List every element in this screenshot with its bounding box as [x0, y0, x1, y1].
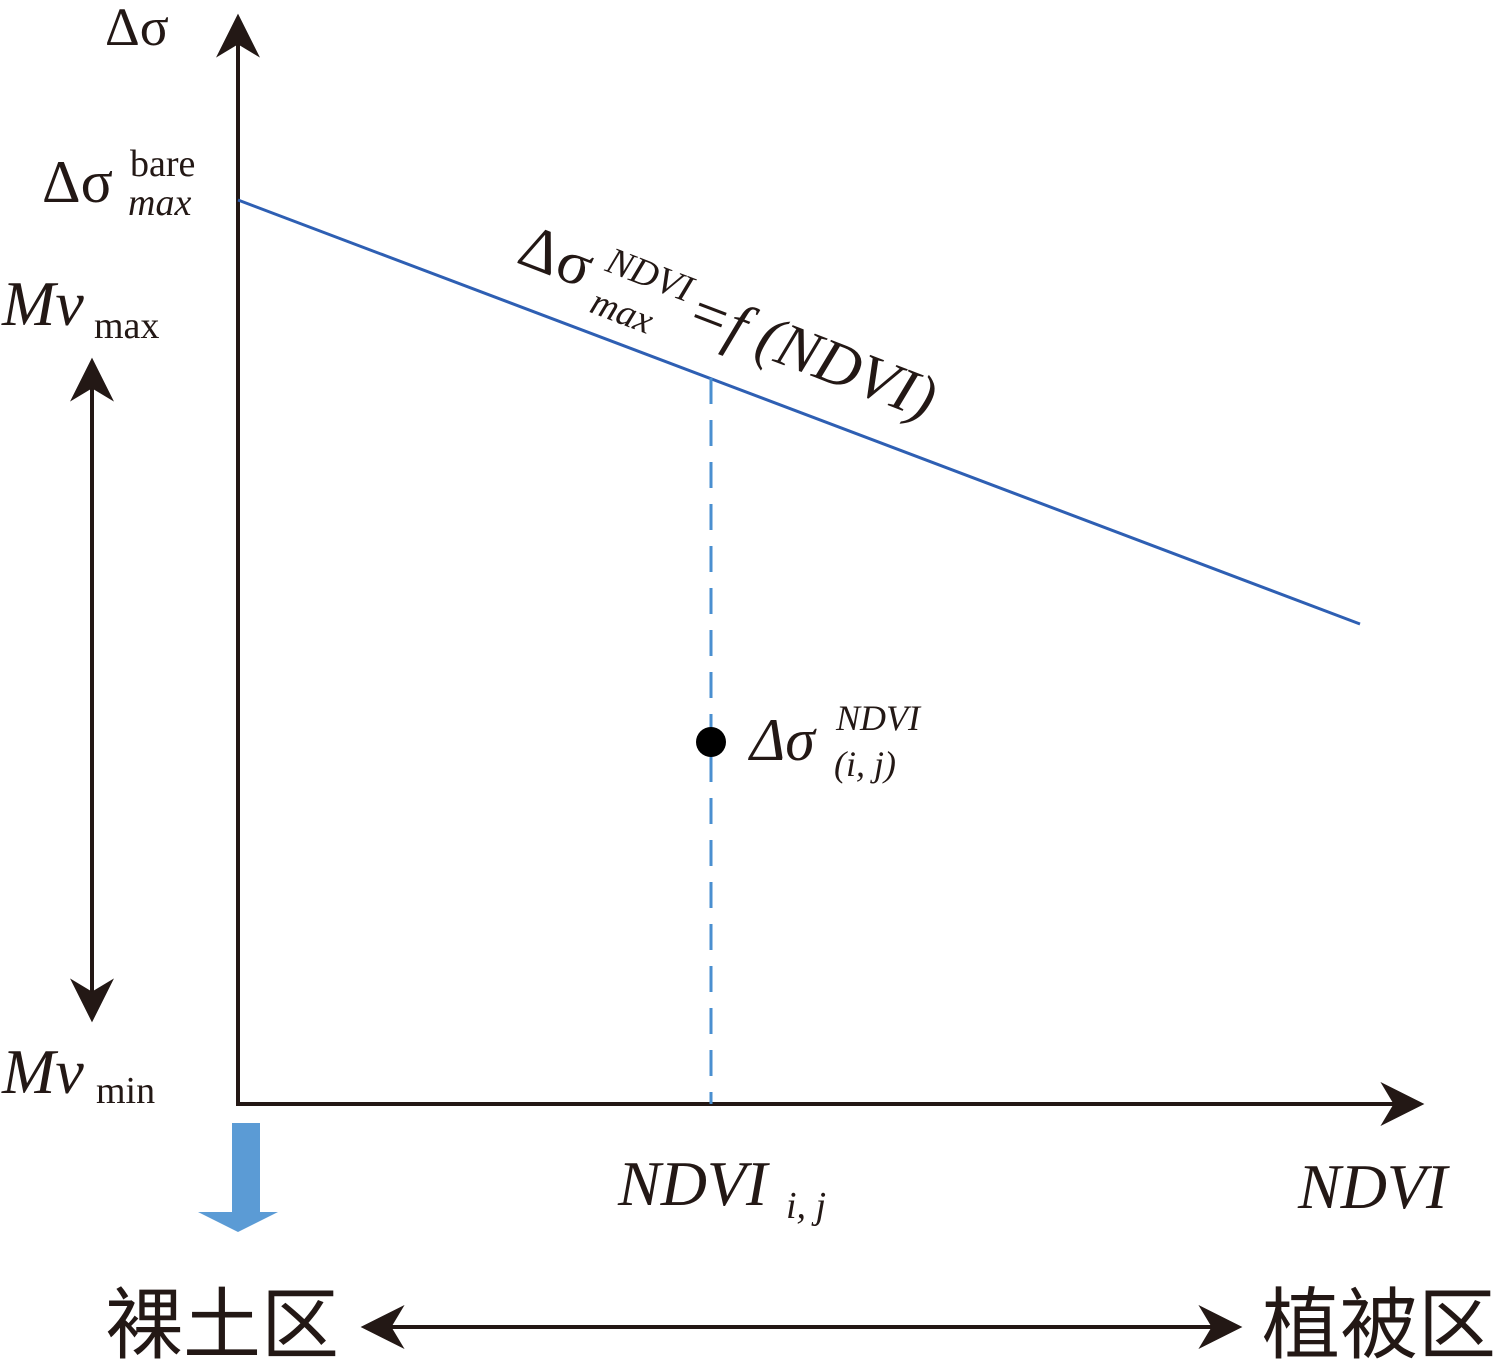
- label-base: NDVI: [617, 1148, 770, 1219]
- label-rest: =f (NDVI): [678, 276, 946, 433]
- zone-right: 植被区: [1262, 1281, 1496, 1362]
- line-label: Δσ NDVI max =f (NDVI): [503, 189, 954, 451]
- label-sub: max: [94, 305, 159, 347]
- mv-max-label: Mv max: [1, 268, 159, 347]
- y-axis-label: Δσ: [105, 0, 169, 57]
- label-sub: i, j: [786, 1185, 826, 1227]
- label-base: Δσ: [42, 149, 113, 215]
- label-sub: max: [128, 182, 191, 224]
- zone-left: 裸土区: [105, 1281, 339, 1362]
- label-sup: NDVI: [835, 698, 922, 738]
- label-sub: (i, j): [834, 744, 896, 784]
- ndvi-ij-label: NDVI i, j: [617, 1148, 826, 1227]
- x-axis-label: NDVI: [1297, 1151, 1450, 1222]
- label-base: Δσ: [510, 212, 603, 302]
- label-base: Mv: [1, 268, 84, 339]
- label-sup: bare: [130, 143, 195, 185]
- label-base: Mv: [1, 1036, 84, 1107]
- data-point: [696, 727, 726, 757]
- mv-min-label: Mv min: [1, 1036, 155, 1112]
- down-arrow: [198, 1123, 278, 1232]
- bare-max-label: Δσ bare max: [42, 123, 210, 224]
- line-label-group: Δσ NDVI max =f (NDVI): [503, 189, 954, 451]
- label-sub: min: [96, 1070, 155, 1112]
- function-line: [237, 198, 1361, 626]
- label-base: Δσ: [748, 707, 817, 773]
- point-label: Δσ NDVI (i, j): [748, 677, 935, 784]
